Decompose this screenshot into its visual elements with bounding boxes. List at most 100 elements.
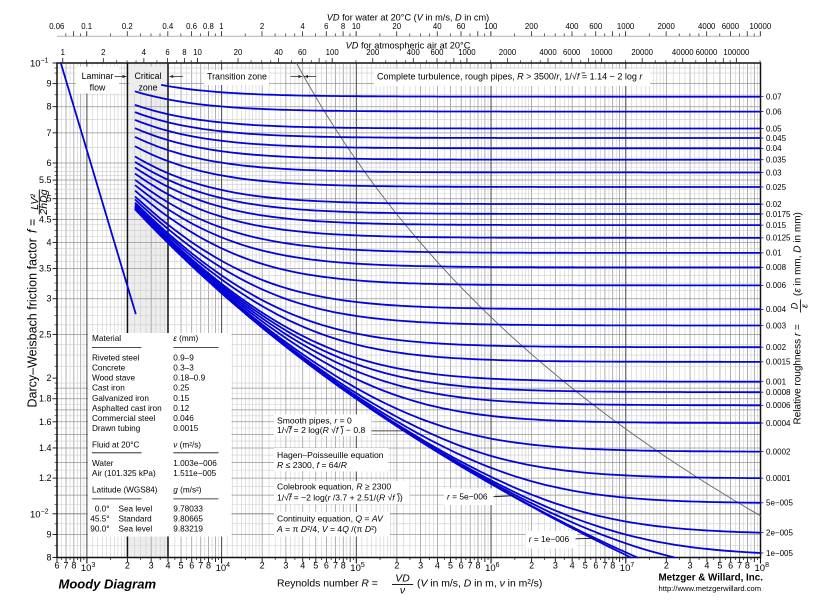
- svg-text:1e−005: 1e−005: [766, 549, 793, 558]
- svg-text:3: 3: [46, 294, 51, 304]
- svg-text:1.2: 1.2: [39, 473, 52, 483]
- svg-text:0.001: 0.001: [766, 377, 787, 386]
- svg-text:A = π D²/4, V = 4Q /(π D²): A = π D²/4, V = 4Q /(π D²): [276, 524, 377, 534]
- svg-text:3.5: 3.5: [39, 264, 52, 274]
- svg-text:2: 2: [260, 561, 265, 571]
- svg-text:D: D: [790, 302, 800, 309]
- svg-text:0.05: 0.05: [766, 124, 782, 133]
- svg-text:9: 9: [46, 79, 51, 89]
- svg-text:4: 4: [46, 237, 51, 247]
- svg-text:7: 7: [64, 561, 69, 571]
- svg-text:Standard: Standard: [119, 515, 153, 524]
- svg-text:http://www.metzgerwillard.com: http://www.metzgerwillard.com: [659, 584, 762, 593]
- svg-text:4: 4: [300, 561, 305, 571]
- svg-text:Complete turbulence, rough pip: Complete turbulence, rough pipes, R > 35…: [377, 71, 643, 81]
- svg-text:3: 3: [283, 561, 288, 571]
- svg-text:0.9–9: 0.9–9: [173, 353, 194, 362]
- svg-text:1.4: 1.4: [39, 443, 52, 453]
- svg-text:VD: VD: [395, 574, 410, 585]
- svg-text:0.008: 0.008: [766, 263, 787, 272]
- svg-text:0.002: 0.002: [766, 343, 787, 352]
- svg-text:1: 1: [219, 22, 223, 31]
- svg-text:ε: ε: [800, 303, 810, 308]
- svg-text:Commercial steel: Commercial steel: [92, 414, 155, 423]
- svg-text:8: 8: [341, 561, 346, 571]
- svg-text:20: 20: [234, 48, 243, 57]
- svg-text:4000: 4000: [698, 22, 716, 31]
- svg-text:VD for atmospheric air at 20°C: VD for atmospheric air at 20°C: [346, 41, 471, 51]
- svg-text:7: 7: [198, 561, 203, 571]
- svg-text:4: 4: [570, 561, 575, 571]
- svg-text:0.0002: 0.0002: [766, 447, 791, 456]
- svg-text:0.07: 0.07: [766, 92, 782, 101]
- svg-text:flow: flow: [90, 83, 106, 93]
- svg-text:2: 2: [101, 48, 105, 57]
- svg-text:1.003e−006: 1.003e−006: [173, 459, 217, 468]
- svg-text:9: 9: [46, 529, 51, 539]
- svg-text:Latitude (WGS84): Latitude (WGS84): [92, 485, 158, 494]
- svg-text:400: 400: [565, 22, 579, 31]
- svg-text:Transition zone: Transition zone: [207, 71, 267, 81]
- svg-text:r = 5e−006: r = 5e−006: [447, 492, 488, 502]
- svg-text:1000: 1000: [617, 22, 635, 31]
- svg-text:5e−005: 5e−005: [766, 499, 793, 508]
- svg-text:Concrete: Concrete: [92, 364, 126, 373]
- svg-text:5: 5: [717, 561, 722, 571]
- svg-text:5: 5: [583, 561, 588, 571]
- svg-text:0.0001: 0.0001: [766, 474, 791, 483]
- svg-text:7: 7: [333, 561, 338, 571]
- svg-text:9.83219: 9.83219: [173, 525, 203, 534]
- svg-text:(V in m/s, D in m, ν in m²/s): (V in m/s, D in m, ν in m²/s): [417, 579, 542, 590]
- svg-text:Drawn tubing: Drawn tubing: [92, 424, 141, 433]
- svg-text:4: 4: [165, 561, 170, 571]
- svg-text:1.8: 1.8: [39, 394, 52, 404]
- svg-text:Sea level: Sea level: [119, 505, 153, 514]
- svg-text:60: 60: [457, 22, 466, 31]
- svg-text:0.0015: 0.0015: [173, 424, 198, 433]
- svg-text:60: 60: [298, 48, 307, 57]
- svg-text:g (m/s²): g (m/s²): [173, 485, 201, 494]
- svg-text:10: 10: [352, 22, 361, 31]
- svg-text:4: 4: [300, 22, 305, 31]
- svg-text:Water: Water: [92, 459, 114, 468]
- svg-text:8: 8: [341, 22, 345, 31]
- svg-text:Air (101.325 kPa): Air (101.325 kPa): [92, 469, 156, 478]
- svg-text:6: 6: [189, 561, 194, 571]
- svg-text:1.511e−005: 1.511e−005: [173, 469, 216, 478]
- svg-text:2: 2: [260, 22, 264, 31]
- svg-text:Smooth pipes, r = 0: Smooth pipes, r = 0: [277, 416, 352, 426]
- svg-text:5: 5: [46, 194, 51, 204]
- svg-text:7: 7: [737, 561, 742, 571]
- svg-text:Hagen–Poisseuille equation: Hagen–Poisseuille equation: [277, 450, 384, 460]
- svg-text:0.6: 0.6: [186, 22, 197, 31]
- svg-text:2000: 2000: [657, 22, 675, 31]
- svg-text:5: 5: [448, 561, 453, 571]
- svg-text:8: 8: [610, 561, 615, 571]
- svg-text:6: 6: [324, 22, 328, 31]
- svg-text:0.01: 0.01: [766, 249, 782, 258]
- svg-text:3: 3: [553, 561, 558, 571]
- svg-text:5.5: 5.5: [39, 175, 52, 185]
- svg-text:Galvanized iron: Galvanized iron: [92, 394, 149, 403]
- svg-text:600: 600: [431, 48, 445, 57]
- svg-text:10: 10: [193, 48, 202, 57]
- svg-text:0.045: 0.045: [766, 134, 787, 143]
- svg-text:8: 8: [46, 553, 51, 563]
- svg-text:f =: f =: [26, 219, 40, 233]
- svg-text:Critical: Critical: [135, 71, 162, 81]
- svg-text:7: 7: [46, 128, 51, 138]
- svg-text:zone: zone: [138, 83, 157, 93]
- svg-text:Sea level: Sea level: [119, 525, 153, 534]
- svg-text:2: 2: [46, 373, 51, 383]
- svg-text:4: 4: [142, 48, 147, 57]
- svg-text:400: 400: [407, 48, 421, 57]
- svg-text:2000: 2000: [499, 48, 517, 57]
- svg-text:0.0004: 0.0004: [766, 419, 791, 428]
- svg-text:Asphalted cast iron: Asphalted cast iron: [92, 404, 162, 413]
- svg-text:1000: 1000: [458, 48, 476, 57]
- svg-text:9.80665: 9.80665: [173, 515, 203, 524]
- svg-text:0.1: 0.1: [81, 22, 92, 31]
- svg-text:4.5: 4.5: [39, 214, 52, 224]
- svg-text:4: 4: [435, 561, 440, 571]
- svg-text:2hDg: 2hDg: [38, 189, 50, 215]
